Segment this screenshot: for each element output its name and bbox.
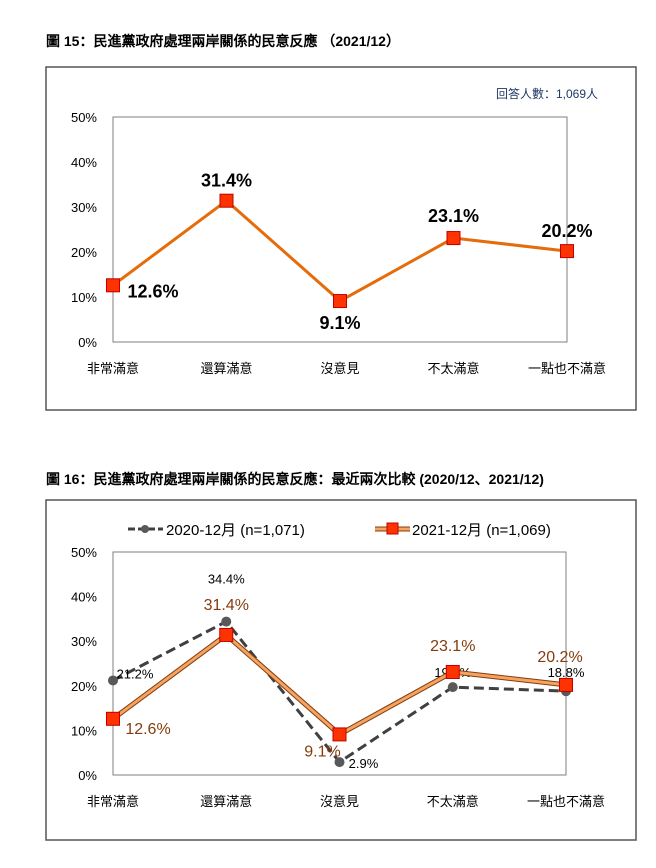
y-tick-label: 10%	[71, 723, 97, 738]
data-label: 23.1%	[430, 638, 475, 655]
y-tick-label: 40%	[71, 155, 97, 170]
x-tick-label: 一點也不滿意	[527, 794, 605, 809]
data-label: 18.8%	[548, 665, 585, 680]
legend-2020-marker	[141, 525, 149, 533]
y-tick-label: 0%	[78, 335, 97, 350]
data-point	[447, 682, 458, 693]
chart2-legend: 2020-12月 (n=1,071) 2021-12月 (n=1,069)	[128, 522, 551, 539]
data-point	[559, 677, 573, 692]
x-tick-label: 不太滿意	[427, 794, 479, 809]
legend-2021-marker	[386, 522, 399, 535]
data-label: 9.1%	[304, 743, 340, 760]
x-tick-label: 一點也不滿意	[528, 361, 606, 376]
data-label: 20.2%	[541, 221, 592, 241]
plot-area	[112, 551, 567, 776]
data-label: 23.1%	[428, 206, 479, 226]
data-point	[560, 244, 574, 259]
data-label: 34.4%	[208, 572, 245, 587]
legend-2021-label: 2021-12月 (n=1,069)	[412, 522, 551, 539]
y-tick-label: 20%	[71, 245, 97, 260]
x-tick-label: 非常滿意	[87, 794, 139, 809]
x-tick-label: 還算滿意	[200, 361, 252, 376]
x-tick-label: 非常滿意	[87, 361, 139, 376]
y-tick-label: 30%	[71, 634, 97, 649]
data-point	[219, 193, 234, 208]
legend-2020-label: 2020-12月 (n=1,071)	[166, 522, 305, 539]
data-label: 31.4%	[201, 171, 252, 191]
data-point	[106, 278, 120, 293]
chart1-frame	[45, 66, 637, 411]
y-tick-label: 50%	[71, 545, 97, 560]
data-point	[106, 711, 120, 726]
chart1-title: 圖 15：民進黨政府處理兩岸關係的民意反應 （2021/12）	[46, 33, 400, 49]
x-tick-label: 沒意見	[320, 794, 359, 809]
data-point	[334, 757, 345, 768]
data-label: 2.9%	[349, 756, 379, 771]
y-tick-label: 10%	[71, 290, 97, 305]
data-label: 12.6%	[127, 281, 178, 301]
data-point	[332, 727, 347, 742]
y-tick-label: 20%	[71, 679, 97, 694]
data-label: 9.1%	[319, 313, 360, 333]
y-tick-label: 0%	[78, 768, 97, 783]
x-tick-label: 不太滿意	[427, 361, 479, 376]
chart1-plot: 0% 10% 20% 30% 40% 50% 非常滿意 還算滿意 沒意見 不太滿意 一點也不滿意 12…	[71, 110, 606, 376]
data-label: 31.4%	[204, 597, 249, 614]
x-tick-label: 沒意見	[320, 361, 359, 376]
y-tick-label: 30%	[71, 200, 97, 215]
y-tick-label: 40%	[71, 590, 97, 605]
data-point	[219, 627, 234, 642]
data-point	[445, 664, 460, 679]
data-point	[221, 616, 232, 627]
y-tick-label: 50%	[71, 110, 97, 125]
chart2-plot: 0% 10% 20% 30% 40% 50% 非常滿意 還算滿意 沒意見 不太滿意 一點也不滿意 21…	[71, 545, 605, 809]
chart1-respondents: 回答人數：1,069人	[496, 86, 598, 101]
data-point	[333, 294, 347, 309]
data-label: 20.2%	[537, 649, 582, 666]
x-tick-label: 還算滿意	[200, 794, 252, 809]
data-point	[446, 231, 461, 246]
plot-area	[112, 116, 568, 343]
chart2-frame	[45, 499, 637, 841]
chart2-title: 圖 16：民進黨政府處理兩岸關係的民意反應：最近兩次比較 (2020/12、20…	[46, 471, 544, 487]
data-label: 21.2%	[117, 666, 154, 681]
data-label: 12.6%	[125, 721, 170, 738]
data-point	[108, 675, 118, 686]
